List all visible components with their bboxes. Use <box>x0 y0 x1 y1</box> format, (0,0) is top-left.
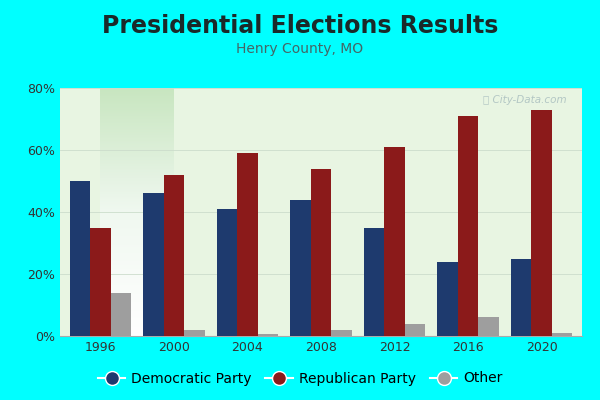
Text: Presidential Elections Results: Presidential Elections Results <box>102 14 498 38</box>
Bar <box>458 116 478 336</box>
Bar <box>437 262 458 336</box>
Bar <box>111 293 131 336</box>
Bar <box>364 228 384 336</box>
Bar <box>511 258 531 336</box>
Bar <box>384 147 405 336</box>
Bar <box>552 333 572 336</box>
Bar <box>184 330 205 336</box>
Bar <box>331 330 352 336</box>
Bar <box>217 209 237 336</box>
Bar <box>478 318 499 336</box>
Bar <box>90 228 111 336</box>
Bar <box>531 110 552 336</box>
Bar <box>405 324 425 336</box>
Bar <box>311 169 331 336</box>
Bar <box>143 194 164 336</box>
Bar <box>258 334 278 336</box>
Bar <box>164 175 184 336</box>
Bar <box>290 200 311 336</box>
Text: ⓘ City-Data.com: ⓘ City-Data.com <box>483 96 566 106</box>
Text: Henry County, MO: Henry County, MO <box>236 42 364 56</box>
Bar <box>70 181 90 336</box>
Legend: Democratic Party, Republican Party, Other: Democratic Party, Republican Party, Othe… <box>92 366 508 391</box>
Bar <box>237 153 258 336</box>
